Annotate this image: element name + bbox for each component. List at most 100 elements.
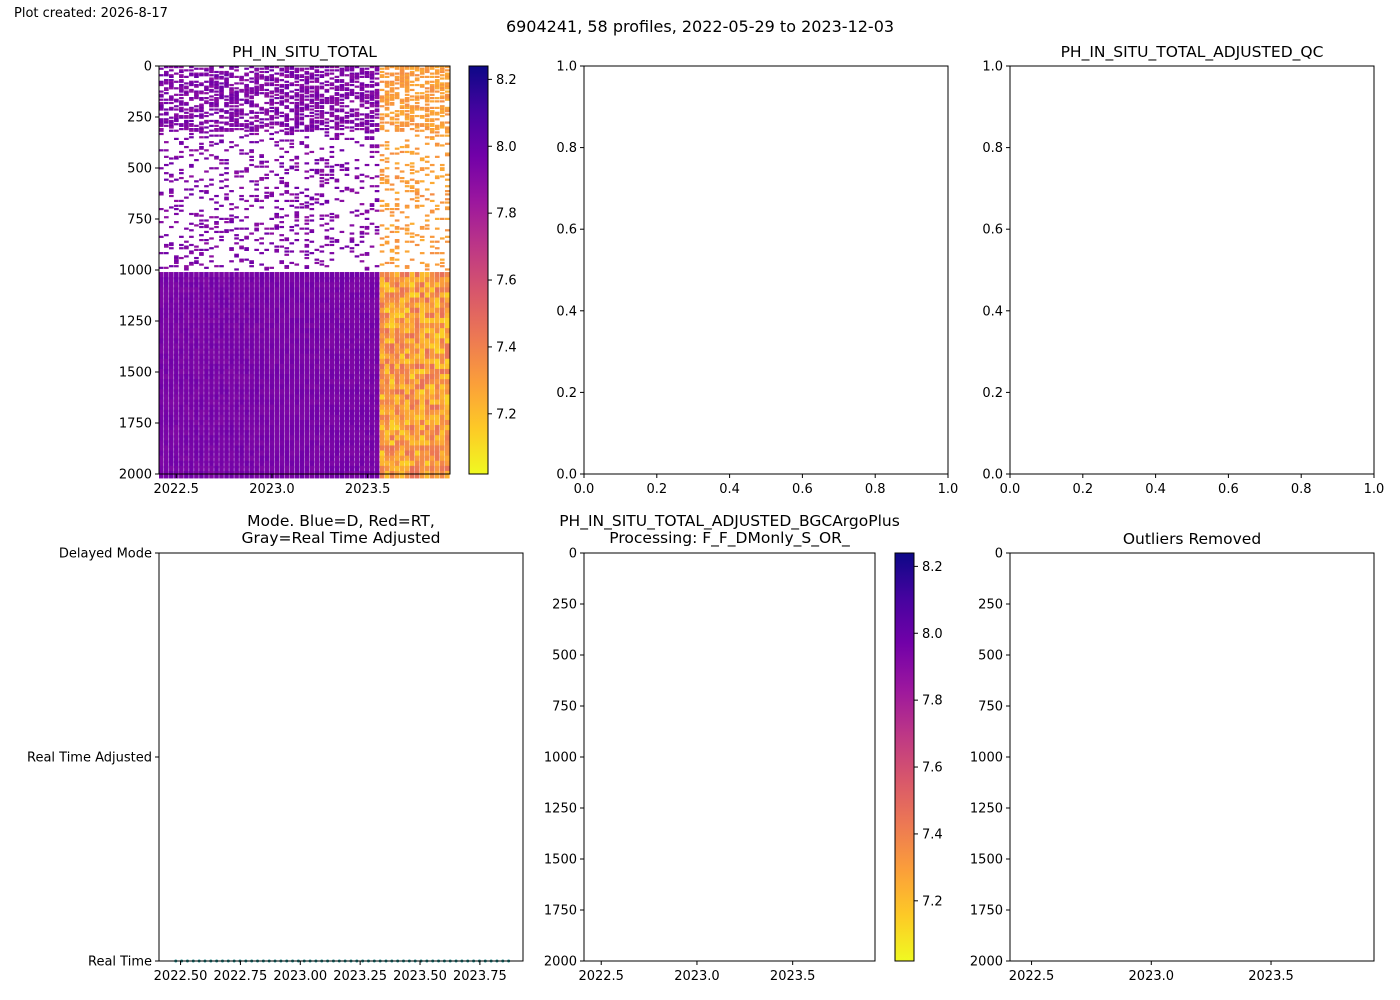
heatmap-cell <box>174 312 179 321</box>
heatmap-cell <box>374 198 380 201</box>
heatmap-cell <box>264 353 269 362</box>
heatmap-cell <box>219 265 224 268</box>
heatmap-cell <box>419 302 425 311</box>
heatmap-cell <box>329 287 335 295</box>
heatmap-cell <box>209 343 214 351</box>
heatmap-cell <box>299 328 305 336</box>
heatmap-cell <box>434 87 440 90</box>
heatmap-cell <box>209 368 214 377</box>
heatmap-cell <box>309 333 315 341</box>
heatmap-cell <box>394 204 400 207</box>
heatmap-cell <box>234 450 239 459</box>
heatmap-cell <box>244 258 249 261</box>
heatmap-cell <box>264 173 269 176</box>
heatmap-cell <box>389 307 395 316</box>
heatmap-cell <box>319 193 325 196</box>
heatmap-cell <box>254 317 259 326</box>
heatmap-cell <box>214 312 219 321</box>
heatmap-cell <box>444 302 450 311</box>
heatmap-cell <box>304 266 310 269</box>
heatmap-cell <box>344 425 350 433</box>
heatmap-cell <box>364 353 370 362</box>
heatmap-cell <box>249 111 254 114</box>
heatmap-cell <box>269 363 274 372</box>
heatmap-cell <box>194 374 199 382</box>
heatmap-cell <box>309 219 315 222</box>
heatmap-cell <box>354 159 360 162</box>
heatmap-cell <box>314 88 320 92</box>
y-tick-label: 1750 <box>544 904 577 919</box>
heatmap-cell <box>234 348 239 357</box>
heatmap-cell <box>444 348 450 357</box>
heatmap-cell <box>189 465 194 474</box>
heatmap-cell <box>439 108 445 111</box>
heatmap-cell <box>279 425 285 433</box>
heatmap-cell <box>404 93 410 96</box>
heatmap-cell <box>414 196 420 199</box>
heatmap-cell <box>439 88 445 92</box>
heatmap-cell <box>394 379 400 387</box>
heatmap-cell <box>319 374 325 382</box>
heatmap-cell <box>229 389 234 397</box>
heatmap-cell <box>219 88 224 92</box>
heatmap-cell <box>359 69 365 72</box>
heatmap-cell <box>249 394 254 402</box>
heatmap-cell <box>184 85 189 88</box>
heatmap-cell <box>394 460 400 469</box>
heatmap-cell <box>394 93 400 96</box>
heatmap-cell <box>444 108 450 111</box>
heatmap-cell <box>354 141 360 144</box>
heatmap-cell <box>294 419 300 428</box>
heatmap-cell <box>394 333 400 341</box>
heatmap-cell <box>174 116 179 119</box>
heatmap-cell <box>419 116 425 119</box>
heatmap-cell <box>384 353 390 362</box>
heatmap-cell <box>424 87 430 90</box>
heatmap-cell <box>444 110 450 113</box>
heatmap-cell <box>194 128 199 131</box>
heatmap-cell <box>274 144 280 147</box>
heatmap-cell <box>414 204 420 207</box>
heatmap-cell <box>399 110 405 113</box>
heatmap-cell <box>429 409 435 418</box>
heatmap-cell <box>424 103 430 106</box>
heatmap-cell <box>159 191 164 194</box>
heatmap-cell <box>444 282 450 290</box>
heatmap-cell <box>429 282 435 290</box>
heatmap-cell <box>184 333 189 341</box>
heatmap-cell <box>374 379 380 387</box>
heatmap-cell <box>284 190 290 193</box>
heatmap-cell <box>404 90 410 93</box>
heatmap-cell <box>209 287 214 295</box>
heatmap-cell <box>229 353 234 362</box>
heatmap-cell <box>294 83 300 87</box>
heatmap-cell <box>274 101 280 105</box>
heatmap-cell <box>329 384 335 392</box>
heatmap-cell <box>374 358 380 367</box>
heatmap-cell <box>189 297 194 306</box>
heatmap-cell <box>374 430 380 438</box>
heatmap-cell <box>334 97 340 100</box>
heatmap-cell <box>319 183 325 186</box>
heatmap-cell <box>439 287 445 295</box>
heatmap-cell <box>439 348 445 357</box>
heatmap-cell <box>439 105 445 108</box>
heatmap-cell <box>269 75 274 78</box>
heatmap-cell <box>384 277 390 285</box>
heatmap-cell <box>379 368 385 377</box>
heatmap-cell <box>349 126 355 129</box>
heatmap-cell <box>429 193 435 196</box>
heatmap-cell <box>204 242 209 245</box>
heatmap-cell <box>419 368 425 377</box>
heatmap-cell <box>249 292 254 300</box>
heatmap-cell <box>404 150 410 154</box>
heatmap-cell <box>309 302 315 311</box>
heatmap-cell <box>299 343 305 351</box>
heatmap-cell <box>264 227 269 230</box>
heatmap-cell <box>164 440 169 448</box>
heatmap-cell <box>164 111 169 114</box>
heatmap-cell <box>384 425 390 433</box>
heatmap-cell <box>424 302 430 311</box>
heatmap-cell <box>309 66 315 69</box>
heatmap-cell <box>249 333 254 341</box>
